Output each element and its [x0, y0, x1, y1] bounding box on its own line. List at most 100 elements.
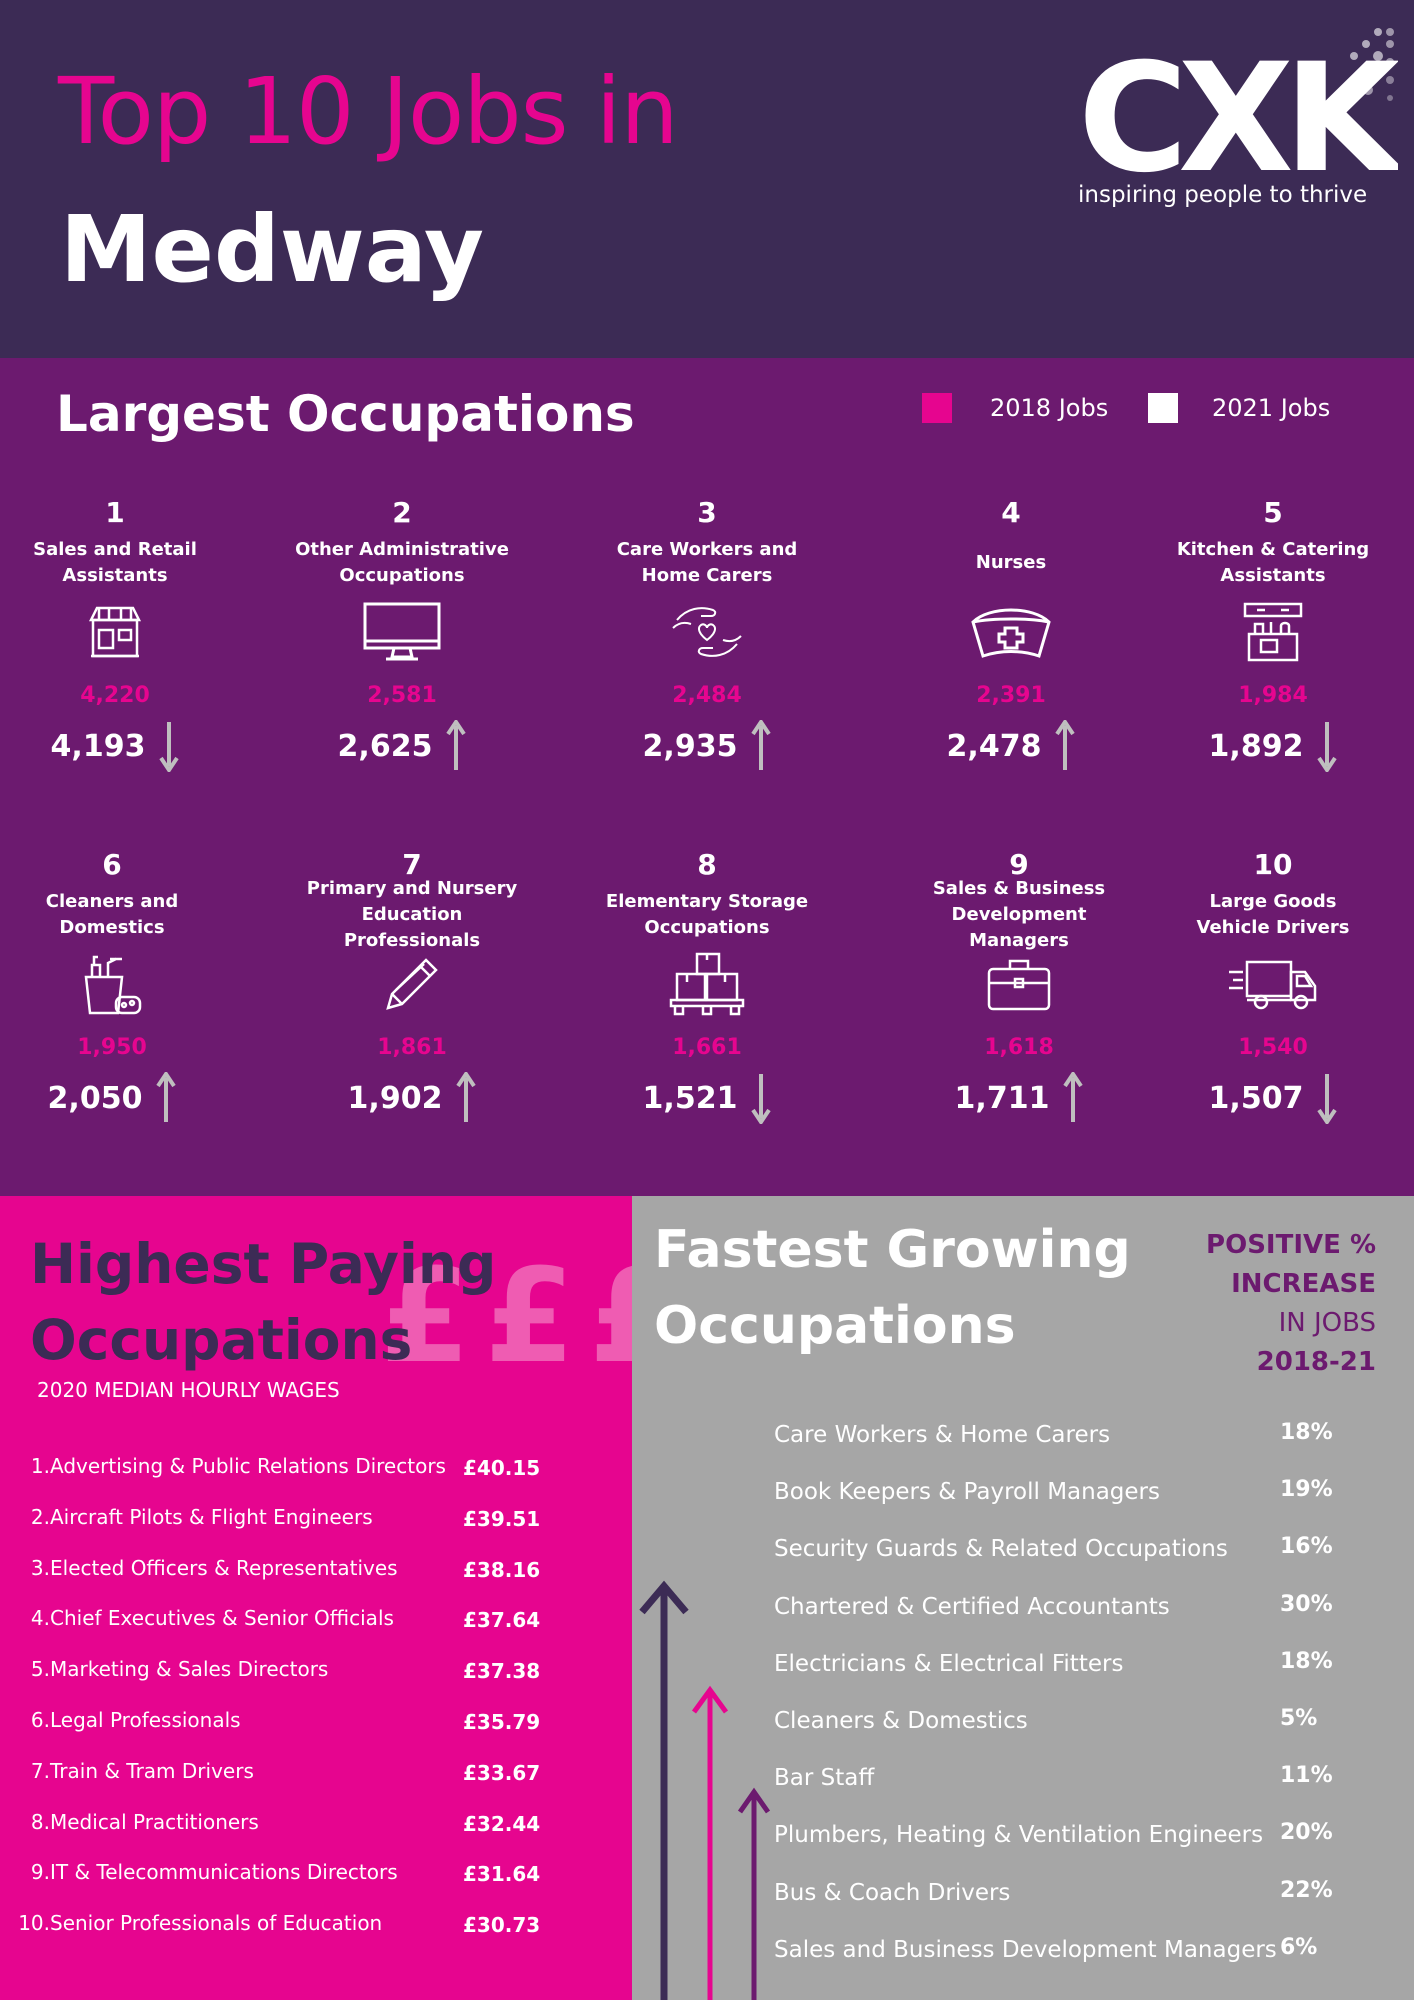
occupation-card-9: 9 Sales & Business Development Managers 1…: [899, 848, 1139, 1128]
growth-percent: 18%: [1280, 1420, 1333, 1445]
wage-rank: 10.: [18, 1911, 50, 1936]
occupation-card-4: 4 Nurses 2,391 2,478: [891, 496, 1131, 776]
wage-value: £33.67: [463, 1760, 541, 1785]
wage-row: 5. Marketing & Sales Directors £37.38: [0, 1657, 632, 1707]
growth-job-title: Plumbers, Heating & Ventilation Engineer…: [774, 1822, 1264, 1849]
wage-rank: 6.: [30, 1708, 50, 1732]
trend-down-arrow-icon: [1317, 1074, 1338, 1124]
boxes-pallet-icon: [587, 942, 827, 1026]
trend-down-arrow-icon: [159, 722, 180, 772]
wage-row: 1. Advertising & Public Relations Directo…: [0, 1454, 632, 1504]
jobs-2018-value: 1,950: [77, 1035, 147, 1060]
wage-rank: 8.: [30, 1809, 50, 1834]
wage-row: 10. Senior Professionals of Education £30.…: [0, 1911, 632, 1961]
occupation-name: Other Administrative Occupations: [295, 539, 509, 586]
jobs-2021-value: 1,711: [954, 1080, 1050, 1116]
growth-percent: 5%: [1280, 1706, 1318, 1731]
truck-icon: [1153, 942, 1393, 1026]
trend-up-arrow-icon: [456, 1072, 477, 1122]
cxk-logo: CXK: [1078, 22, 1414, 206]
jobs-2018-value: 1,984: [1238, 683, 1308, 708]
jobs-2018-value: 4,220: [80, 683, 150, 708]
section-title-highest-paying: Highest Paying Occupations: [30, 1232, 497, 1372]
rank-number: 4: [1001, 496, 1021, 529]
section-title-largest-occupations: Largest Occupations: [56, 385, 635, 443]
growth-job-title: Security Guards & Related Occupations: [774, 1536, 1228, 1563]
pound-signs-decoration: £££: [380, 1240, 694, 1392]
growth-row: Cleaners & Domestics 5%: [632, 1706, 1414, 1758]
occupation-card-5: 5 Kitchen & Catering Assistants 1,984 1,8…: [1153, 496, 1393, 776]
growth-job-title: Cleaners & Domestics: [774, 1708, 1028, 1734]
wage-job-title: Senior Professionals of Education: [50, 1911, 383, 1936]
wage-value: £38.16: [463, 1557, 541, 1582]
wage-value: £39.51: [463, 1506, 541, 1531]
wage-row: 6. Legal Professionals £35.79: [0, 1708, 632, 1758]
shop-icon: [0, 590, 235, 674]
rank-number: 2: [392, 496, 412, 529]
wage-row: 7. Train & Tram Drivers £33.67: [0, 1759, 632, 1809]
growth-row: Sales and Business Development Managers 6…: [632, 1935, 1414, 1987]
jobs-2021-value: 1,521: [642, 1080, 738, 1116]
growth-job-title: Chartered & Certified Accountants: [774, 1593, 1170, 1620]
trend-down-arrow-icon: [1317, 722, 1338, 772]
growth-row: Plumbers, Heating & Ventilation Engineer…: [632, 1820, 1414, 1872]
growth-percent: 19%: [1280, 1477, 1333, 1503]
occupation-card-8: 8 Elementary Storage Occupations 1,661 1,…: [587, 848, 827, 1128]
wage-value: £35.79: [463, 1710, 541, 1734]
growth-job-title: Book Keepers & Payroll Managers: [774, 1479, 1160, 1506]
jobs-2018-value: 1,618: [984, 1035, 1054, 1060]
growth-percent: 18%: [1280, 1648, 1333, 1674]
occupation-name: Sales and Retail Assistants: [33, 539, 197, 586]
kitchen-icon: [1153, 590, 1393, 674]
wage-value: £30.73: [463, 1913, 541, 1938]
trend-up-arrow-icon: [1063, 1072, 1084, 1122]
jobs-2021-value: 2,050: [47, 1080, 143, 1116]
caring-hands-icon: [587, 590, 827, 674]
wage-row: 9. IT & Telecommunications Directors £31.6…: [0, 1860, 632, 1910]
briefcase-icon: [899, 942, 1139, 1026]
wage-value: £37.64: [463, 1608, 541, 1633]
logo-tagline: inspiring people to thrive: [1078, 182, 1368, 208]
wage-job-title: Advertising & Public Relations Directors: [50, 1454, 446, 1478]
rank-number: 3: [697, 496, 717, 529]
jobs-2018-value: 1,661: [672, 1035, 742, 1060]
legend-swatch-2021: [1148, 393, 1178, 423]
wage-job-title: Elected Officers & Representatives: [50, 1555, 398, 1580]
section-title-fastest-growing: Fastest Growing Occupations: [654, 1220, 1131, 1356]
occupation-name: Sales & Business Development Managers: [932, 878, 1106, 951]
wage-rank: 4.: [30, 1606, 50, 1631]
trend-up-arrow-icon: [156, 1072, 177, 1122]
page-title-line1: Top 10 Jobs in: [58, 58, 679, 165]
cleaning-supplies-icon: [0, 942, 232, 1026]
nurse-cap-icon: [891, 590, 1131, 674]
jobs-2021-value: 2,935: [642, 728, 738, 764]
wage-job-title: Medical Practitioners: [50, 1809, 259, 1834]
wage-job-title: Legal Professionals: [50, 1708, 241, 1732]
growth-percent: 22%: [1280, 1877, 1333, 1903]
jobs-2021-value: 2,478: [946, 728, 1042, 764]
occupation-name: Nurses: [975, 552, 1047, 573]
largest-occupations-section: [0, 358, 1414, 1196]
wage-rank: 5.: [30, 1657, 50, 1682]
fastest-growing-section: [632, 1196, 1414, 2000]
legend-swatch-2018: [922, 393, 952, 423]
growth-row: Electricians & Electrical Fitters 18%: [632, 1648, 1414, 1701]
occupation-name: Elementary Storage Occupations: [605, 891, 809, 938]
wage-job-title: Aircraft Pilots & Flight Engineers: [50, 1504, 373, 1529]
rank-number: 9: [1009, 848, 1029, 881]
jobs-2018-value: 2,484: [672, 683, 742, 708]
growth-row: Bus & Coach Drivers 22%: [632, 1877, 1414, 1930]
monitor-icon: [282, 590, 522, 674]
growth-percent: 11%: [1280, 1763, 1333, 1789]
growth-percent: 20%: [1280, 1820, 1333, 1846]
growth-row: Security Guards & Related Occupations 16%: [632, 1534, 1414, 1586]
jobs-2021-value: 1,892: [1208, 728, 1304, 764]
occupation-card-2: 2 Other Administrative Occupations 2,581 …: [282, 496, 522, 776]
wage-rank: 9.: [30, 1860, 50, 1885]
wage-row: 3. Elected Officers & Representatives £38.…: [0, 1556, 632, 1606]
growth-row: Care Workers & Home Carers 18%: [632, 1420, 1414, 1472]
jobs-2018-value: 1,861: [377, 1035, 447, 1060]
wage-row: 2. Aircraft Pilots & Flight Engineers £39.…: [0, 1505, 632, 1555]
growth-note: POSITIVE % INCREASE IN JOBS 2018-21: [1206, 1230, 1376, 1377]
occupation-name: Large Goods Vehicle Drivers: [1196, 891, 1350, 938]
